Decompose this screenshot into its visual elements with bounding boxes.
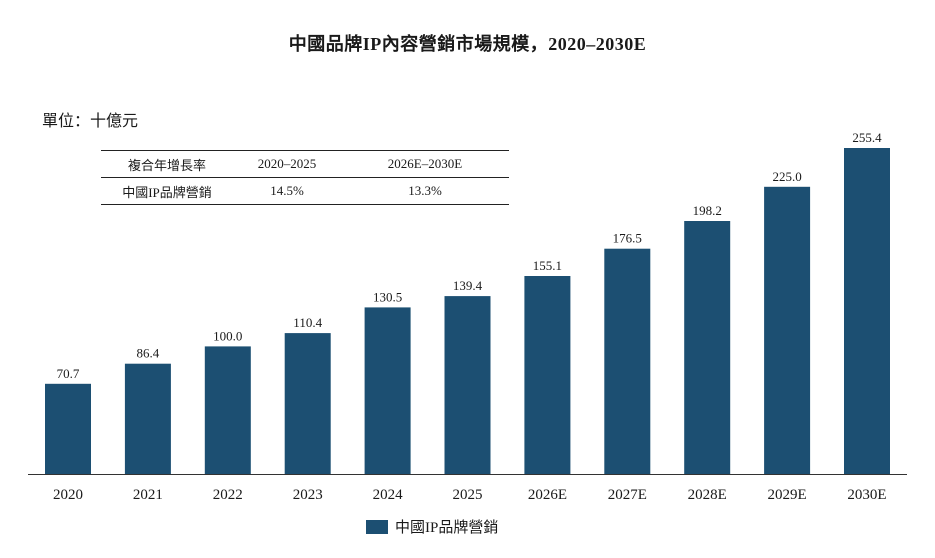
bar-2026E [524,276,571,474]
data-label-2021: 86.4 [137,346,160,361]
x-tick-label-2029E: 2029E [768,487,807,503]
data-label-2025: 139.4 [453,278,483,293]
x-tick-label-2023: 2023 [293,487,323,503]
chart-title: 中國品牌IP內容營銷市場規模，2020–2030E [288,34,647,54]
unit-label: 單位：十億元 [42,113,139,130]
cagr-value-period-1: 14.5% [270,183,304,198]
data-label-2028E: 198.2 [693,203,722,218]
legend-swatch [366,519,388,534]
x-tick-label-2024: 2024 [373,487,404,503]
data-label-2024: 130.5 [373,289,402,304]
legend: 中國IP品牌營銷 [366,516,498,537]
bar-2029E [764,186,811,475]
x-tick-label-2020: 2020 [53,487,83,503]
cagr-header-label: 複合年增長率 [127,157,206,173]
x-tick-label-2022: 2022 [213,487,243,503]
data-label-2026E: 155.1 [533,258,562,273]
bar-2022 [204,346,251,474]
x-tick-label-2021: 2021 [133,487,163,503]
data-label-2029E: 225.0 [772,169,801,184]
data-label-2023: 110.4 [293,315,322,330]
x-tick-label-2030E: 2030E [847,487,886,503]
data-label-2027E: 176.5 [613,231,642,246]
bar-2025 [444,296,491,474]
x-tick-label-2027E: 2027E [608,487,647,503]
data-label-2030E: 255.4 [852,130,882,145]
x-tick-label-2026E: 2026E [528,487,567,503]
cagr-header-row: 複合年增長率 2020–2025 2026E–2030E [101,150,509,178]
data-label-2022: 100.0 [213,328,242,343]
data-label-2020: 70.7 [57,366,80,381]
x-tick-label-2028E: 2028E [688,487,727,503]
bar-2028E [684,221,731,474]
cagr-row-label: 中國IP品牌營銷 [122,184,212,200]
cagr-header-period-1: 2020–2025 [257,156,317,171]
bar-2020 [45,383,91,474]
x-tick-label-2025: 2025 [453,487,483,503]
bar-2024 [364,307,411,474]
legend-label: 中國IP品牌營銷 [395,520,499,536]
bar-2027E [604,248,651,474]
bar-2021 [124,363,171,474]
cagr-header-period-2: 2026E–2030E [387,156,463,171]
bar-chart: 70.7 2020 86.4 2021 100.0 2022 110.4 2023 130.5 2… [28,130,907,503]
cagr-value-period-2: 13.3% [408,183,442,198]
bar-2023 [284,333,331,474]
bar-2030E [844,148,890,474]
cagr-table: 複合年增長率 2020–2025 2026E–2030E 中國IP品牌營銷 14… [101,150,509,205]
cagr-row: 中國IP品牌營銷 14.5% 13.3% [101,178,509,205]
